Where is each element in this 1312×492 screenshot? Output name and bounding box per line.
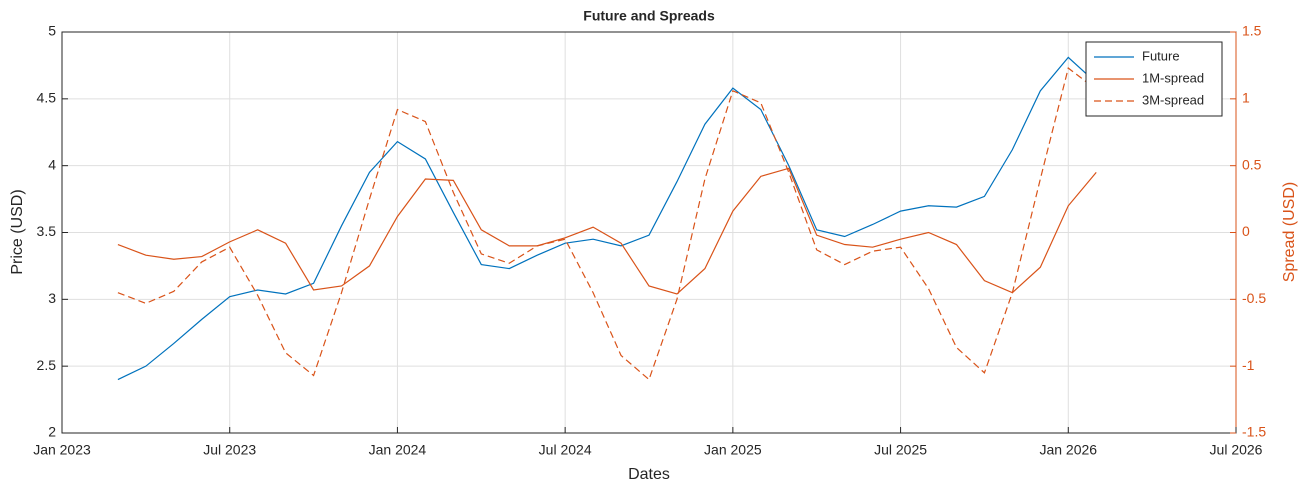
y-tick-label: 2.5 xyxy=(37,357,57,373)
y2-tick-label: 1.5 xyxy=(1242,23,1262,39)
legend-label: Future xyxy=(1142,48,1180,63)
y2-tick-label: -1 xyxy=(1242,357,1255,373)
x-tick-label: Jul 2023 xyxy=(203,442,256,458)
x-tick-label: Jan 2025 xyxy=(704,442,762,458)
x-tick-label: Jul 2026 xyxy=(1210,442,1263,458)
y-tick-label: 3 xyxy=(48,290,56,306)
y2-tick-label: -0.5 xyxy=(1242,290,1266,306)
x-tick-label: Jan 2023 xyxy=(33,442,91,458)
y2-tick-label: -1.5 xyxy=(1242,424,1266,440)
x-tick-label: Jan 2024 xyxy=(369,442,427,458)
x-tick-label: Jan 2026 xyxy=(1039,442,1097,458)
y-tick-label: 3.5 xyxy=(37,223,57,239)
x-tick-label: Jul 2025 xyxy=(874,442,927,458)
y-tick-label: 5 xyxy=(48,23,56,39)
series-line xyxy=(117,56,1097,381)
y2-tick-label: 1 xyxy=(1242,90,1250,106)
legend-label: 1M-spread xyxy=(1142,70,1204,85)
chart-title: Future and Spreads xyxy=(583,8,715,24)
y2-tick-label: 0.5 xyxy=(1242,156,1262,172)
x-tick-label: Jul 2024 xyxy=(539,442,592,458)
y-tick-label: 4.5 xyxy=(37,90,57,106)
series-line xyxy=(117,67,1097,381)
y-axis-label: Price (USD) xyxy=(9,189,26,274)
legend-label: 3M-spread xyxy=(1142,92,1204,107)
y2-tick-label: 0 xyxy=(1242,223,1250,239)
series-line xyxy=(117,167,1097,295)
x-axis-label: Dates xyxy=(628,466,670,483)
y-tick-label: 4 xyxy=(48,156,56,172)
y-tick-label: 2 xyxy=(48,424,56,440)
y2-axis-label: Spread (USD) xyxy=(1281,182,1298,282)
